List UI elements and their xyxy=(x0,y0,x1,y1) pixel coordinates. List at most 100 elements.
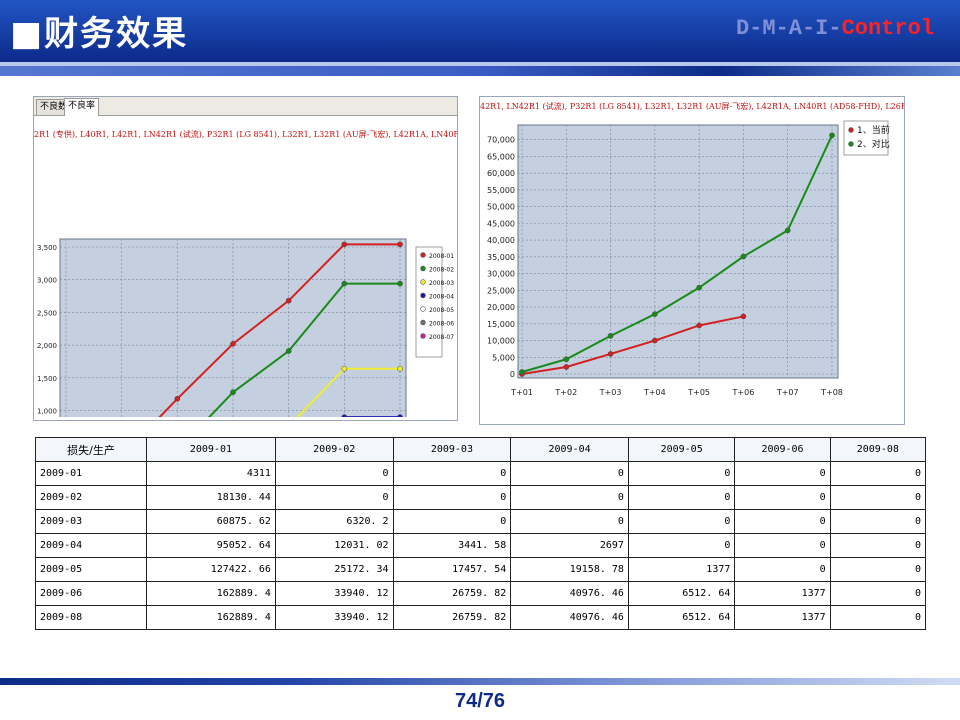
plot-area xyxy=(517,124,839,379)
table-cell: 0 xyxy=(734,557,831,582)
header-cell: 2009-05 xyxy=(627,437,736,462)
y-tick-label: 40,000 xyxy=(487,236,515,245)
x-tick-label: T+02 xyxy=(554,388,577,397)
title-bar: ■财务效果 D-M-A-I-Control xyxy=(0,0,960,62)
table-cell: 4311 xyxy=(146,461,276,486)
data-point xyxy=(740,313,747,320)
row-header-cell: 2009-08 xyxy=(35,605,147,630)
y-tick-label: 45,000 xyxy=(487,219,515,228)
table-cell: 0 xyxy=(627,533,736,558)
header-stripe xyxy=(0,66,960,76)
legend-marker xyxy=(420,333,426,339)
data-point xyxy=(607,351,614,357)
table-cell: 0 xyxy=(510,509,629,534)
header-cell: 损失/生产 xyxy=(35,437,147,462)
table-header-row: 损失/生产 2009-01 2009-02 2009-03 2009-04 20… xyxy=(35,437,927,462)
table-cell: 0 xyxy=(829,461,927,486)
data-point xyxy=(174,395,181,402)
data-point xyxy=(740,253,747,260)
table-cell: 0 xyxy=(627,461,736,486)
header-cell: 2009-04 xyxy=(510,437,629,462)
table-cell: 26759. 82 xyxy=(392,581,512,606)
table-cell: 0 xyxy=(829,557,927,582)
control-text: Control xyxy=(841,16,934,41)
legend-label: 1、当前 xyxy=(857,124,890,136)
data-point xyxy=(285,297,292,304)
header-cell: 2009-03 xyxy=(392,437,512,462)
footer-stripe xyxy=(0,678,960,685)
data-point xyxy=(784,227,791,234)
table-cell: 0 xyxy=(274,485,394,510)
legend-marker xyxy=(420,292,426,299)
table-cell: 40976. 46 xyxy=(510,605,629,630)
data-point xyxy=(563,356,570,363)
row-header-cell: 2009-04 xyxy=(35,533,147,558)
y-tick-label: 3,500 xyxy=(37,244,57,252)
data-point xyxy=(397,414,403,417)
data-point xyxy=(397,241,403,248)
y-tick-label: 30,000 xyxy=(487,270,515,279)
table-cell: 2697 xyxy=(510,533,629,558)
y-tick-label: 1,000 xyxy=(37,408,57,416)
table-cell: 33940. 12 xyxy=(274,581,394,606)
table-cell: 1377 xyxy=(627,557,736,582)
y-tick-label: 0 xyxy=(510,370,515,379)
legend-label: 2008-01 xyxy=(429,253,454,260)
series-list-text: 42R1, LN42R1 (试流), P32R1 (LG 8541), L32R… xyxy=(480,102,904,111)
table-cell: 95052. 64 xyxy=(146,533,276,558)
table-cell: 0 xyxy=(734,533,831,558)
y-tick-label: 70,000 xyxy=(487,136,515,145)
y-tick-label: 35,000 xyxy=(487,253,515,262)
data-point xyxy=(607,332,614,339)
table-cell: 40976. 46 xyxy=(510,581,629,606)
data-point xyxy=(230,389,236,396)
row-header-cell: 2009-01 xyxy=(35,461,147,486)
table-cell: 0 xyxy=(510,485,629,510)
x-tick-label: T+04 xyxy=(643,388,666,397)
x-tick-label: T+08 xyxy=(820,388,843,397)
table-cell: 1377 xyxy=(734,605,831,630)
table-cell: 19158. 78 xyxy=(510,557,629,582)
tab-defect-rate[interactable]: 不良率 xyxy=(64,98,100,116)
table-cell: 0 xyxy=(510,461,629,486)
y-tick-label: 1,500 xyxy=(37,375,57,383)
series-line xyxy=(521,315,744,375)
data-point xyxy=(829,132,835,139)
y-tick-label: 50,000 xyxy=(487,203,515,212)
table-cell: 60875. 62 xyxy=(146,509,276,534)
data-point xyxy=(341,280,348,287)
slide-title: ■财务效果 xyxy=(10,14,189,54)
y-tick-label: 3,000 xyxy=(37,277,57,285)
x-tick-label: T+03 xyxy=(599,388,622,397)
table-cell: 18130. 44 xyxy=(146,485,276,510)
y-tick-label: 55,000 xyxy=(487,186,515,195)
data-point xyxy=(341,365,348,372)
y-tick-label: 60,000 xyxy=(487,169,515,178)
header-band xyxy=(0,62,960,66)
data-point xyxy=(230,340,236,347)
y-tick-label: 10,000 xyxy=(487,337,515,346)
table-row: 2009-01 4311 0 0 0 0 0 0 xyxy=(35,461,927,486)
legend-box xyxy=(843,120,889,156)
table-cell: 26759. 82 xyxy=(392,605,512,630)
table-cell: 6512. 64 xyxy=(627,581,736,606)
table-cell: 0 xyxy=(392,509,512,534)
x-tick-label: T+07 xyxy=(776,388,799,397)
table-cell: 0 xyxy=(392,461,512,486)
table-row: 2009-08 162889. 4 33940. 12 26759. 82 40976.… xyxy=(35,605,927,630)
series-line xyxy=(296,367,400,417)
data-point xyxy=(519,369,525,375)
header-cell: 2009-06 xyxy=(734,437,831,462)
y-tick-label: 65,000 xyxy=(487,152,515,161)
y-tick-label: 15,000 xyxy=(487,320,515,329)
table-cell: 33940. 12 xyxy=(274,605,394,630)
legend-marker xyxy=(420,252,426,258)
series-line xyxy=(207,282,400,417)
dmaic-label: D-M-A-I-Control xyxy=(736,16,934,41)
legend-marker xyxy=(848,141,854,147)
table-cell: 6320. 2 xyxy=(274,509,394,534)
y-tick-label: 2,500 xyxy=(37,309,57,317)
table-cell: 162889. 4 xyxy=(146,605,276,630)
table-cell: 0 xyxy=(734,509,831,534)
table-cell: 127422. 66 xyxy=(146,557,276,582)
